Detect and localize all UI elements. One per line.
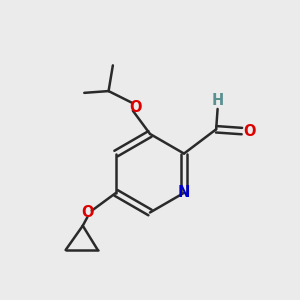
Text: O: O	[243, 124, 255, 139]
Text: O: O	[81, 205, 94, 220]
Text: O: O	[130, 100, 142, 115]
Text: N: N	[178, 185, 190, 200]
Text: H: H	[212, 93, 224, 108]
